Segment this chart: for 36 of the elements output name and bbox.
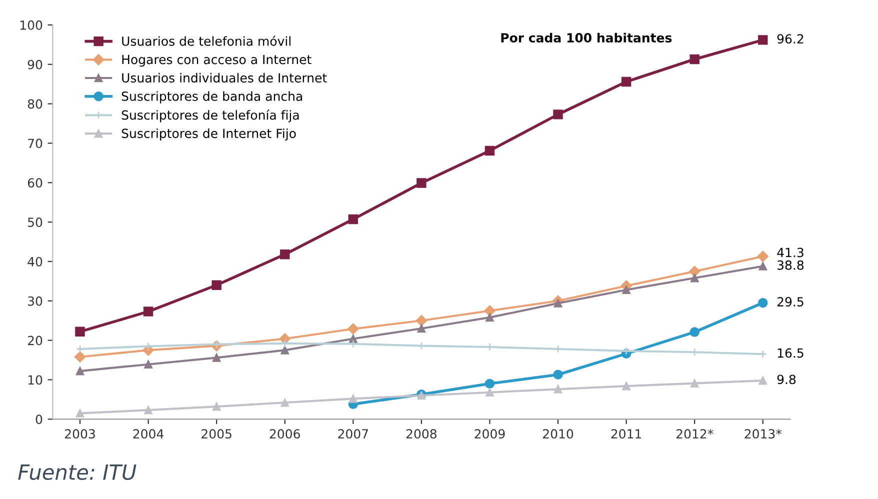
y-tick-label: 20 bbox=[28, 336, 42, 346]
data-label: 16.5 bbox=[778, 348, 804, 358]
x-tick-label: 2011 bbox=[611, 429, 642, 439]
data-label: 96.2 bbox=[777, 34, 804, 44]
y-tick-label: 0 bbox=[36, 414, 42, 424]
x-tick-label: 2012* bbox=[676, 429, 714, 439]
x-tick-label: 2004 bbox=[133, 429, 164, 439]
data-label: 9.8 bbox=[777, 374, 796, 384]
legend-label: Suscriptores de telefonía fija bbox=[122, 110, 299, 122]
y-tick-label: 10 bbox=[28, 375, 42, 385]
x-tick-label: 2003 bbox=[65, 429, 95, 439]
x-tick-label: 2006 bbox=[270, 429, 300, 439]
x-tick-label: 2013* bbox=[744, 429, 782, 439]
legend-label: Suscriptores de banda ancha bbox=[122, 91, 302, 104]
y-tick-label: 50 bbox=[28, 218, 42, 227]
source-note: Fuente: ITU bbox=[18, 464, 136, 480]
legend-label: Usuarios individuales de Internet bbox=[122, 72, 327, 83]
data-label: 29.5 bbox=[777, 297, 804, 306]
data-label: 41.3 bbox=[777, 248, 804, 258]
legend-label: Suscriptores de Internet Fijo bbox=[122, 128, 296, 141]
legend-label: Usuarios de telefonia móvil bbox=[122, 36, 290, 46]
legend-label: Hogares con acceso a Internet bbox=[122, 54, 312, 67]
x-tick-label: 2007 bbox=[338, 429, 368, 439]
y-tick-label: 60 bbox=[28, 178, 42, 188]
y-tick-label: 30 bbox=[28, 296, 42, 306]
x-tick-label: 2010 bbox=[543, 429, 574, 439]
x-tick-label: 2009 bbox=[474, 429, 505, 439]
y-tick-label: 90 bbox=[28, 60, 42, 70]
y-tick-label: 70 bbox=[28, 138, 42, 148]
y-tick-label: 40 bbox=[28, 256, 42, 266]
x-tick-label: 2005 bbox=[202, 429, 232, 439]
annotation: Por cada 100 habitantes bbox=[501, 32, 672, 43]
y-tick-label: 80 bbox=[28, 99, 42, 109]
y-tick-label: 100 bbox=[20, 20, 42, 30]
x-tick-label: 2008 bbox=[406, 429, 436, 439]
data-label: 38.8 bbox=[777, 260, 804, 270]
